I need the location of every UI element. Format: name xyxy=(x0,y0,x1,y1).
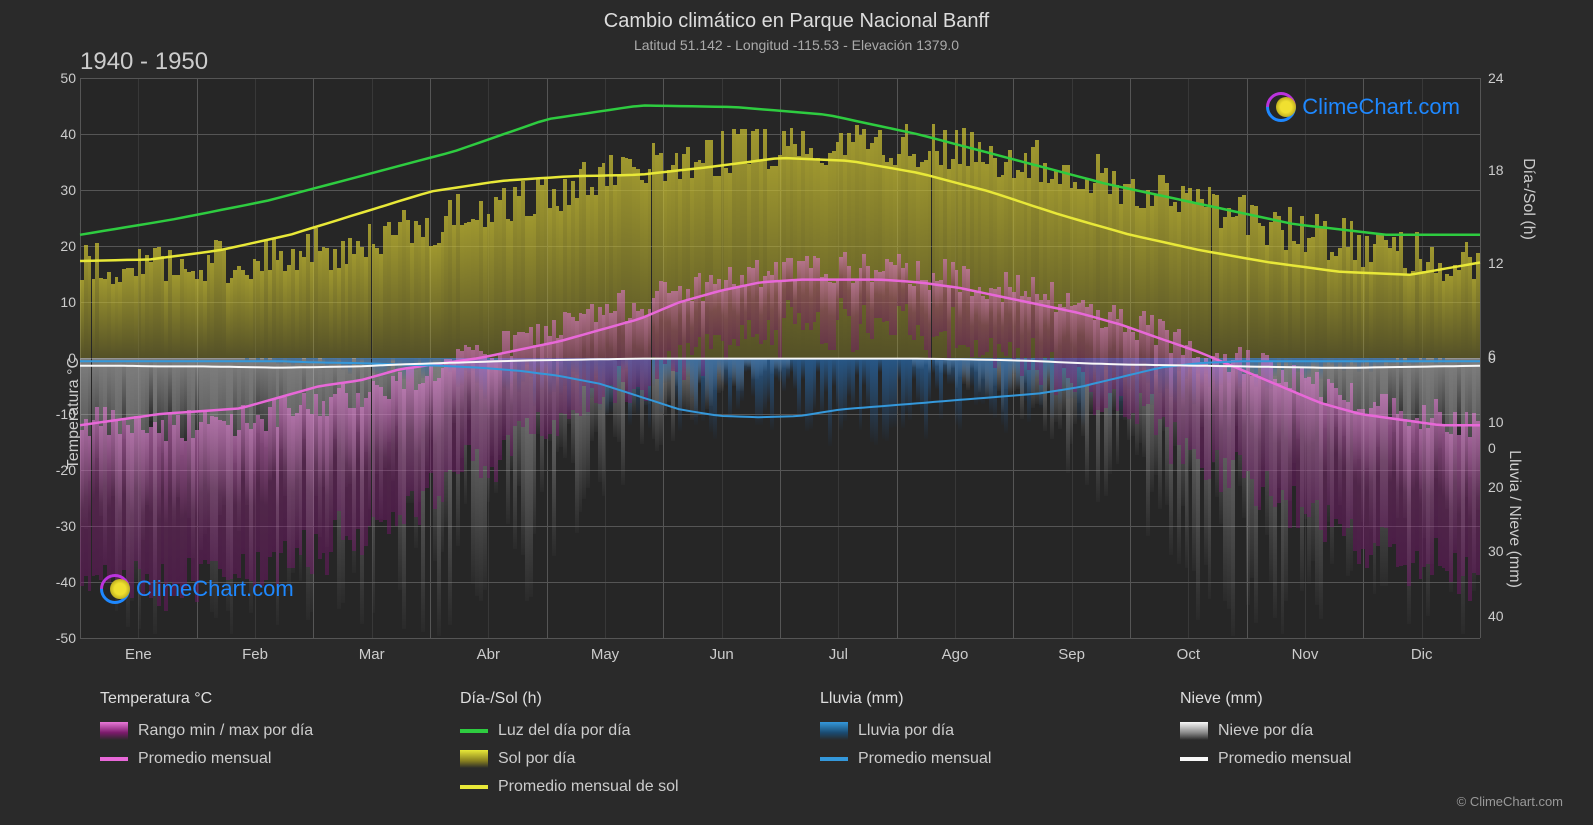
copyright: © ClimeChart.com xyxy=(1457,794,1563,809)
chart-title: Cambio climático en Parque Nacional Banf… xyxy=(0,0,1593,33)
climechart-logo-icon xyxy=(100,574,130,604)
legend-sun-avg: Promedio mensual de sol xyxy=(460,778,800,796)
chart-container: Cambio climático en Parque Nacional Banf… xyxy=(0,0,1593,825)
legend-snow-perday: Nieve por día xyxy=(1180,722,1520,740)
legend-snow-avg: Promedio mensual xyxy=(1180,750,1520,768)
legend-rain-col: Lluvia (mm) Lluvia por día Promedio mens… xyxy=(820,690,1160,796)
legend-snow-title: Nieve (mm) xyxy=(1180,690,1520,708)
logo-text: ClimeChart.com xyxy=(1302,94,1460,120)
legend-rain-title: Lluvia (mm) xyxy=(820,690,1160,708)
legend-snow-col: Nieve (mm) Nieve por día Promedio mensua… xyxy=(1180,690,1520,796)
legend-sun-perday: Sol por día xyxy=(460,750,800,768)
swatch-white-line xyxy=(1180,757,1208,761)
legend-sun-col: Día-/Sol (h) Luz del día por día Sol por… xyxy=(460,690,800,796)
swatch-pink-line xyxy=(100,757,128,761)
swatch-white-grad xyxy=(1180,722,1208,740)
chart-plot-area: ClimeChart.com ClimeChart.com xyxy=(80,78,1480,638)
chart-subtitle: Latitud 51.142 - Longitud -115.53 - Elev… xyxy=(0,33,1593,53)
swatch-pink-grad xyxy=(100,722,128,740)
climechart-logo-icon xyxy=(1266,92,1296,122)
logo-text: ClimeChart.com xyxy=(136,576,294,602)
swatch-blue-grad xyxy=(820,722,848,740)
legend-sun-title: Día-/Sol (h) xyxy=(460,690,800,708)
logo-bottom-left: ClimeChart.com xyxy=(100,574,294,604)
swatch-yellow-line xyxy=(460,785,488,789)
legend-rain-avg: Promedio mensual xyxy=(820,750,1160,768)
swatch-green-line xyxy=(460,729,488,733)
legend-rain-perday: Lluvia por día xyxy=(820,722,1160,740)
legend-temp-title: Temperatura °C xyxy=(100,690,440,708)
legend-temp-col: Temperatura °C Rango min / max por día P… xyxy=(100,690,440,796)
lines-layer xyxy=(80,78,1480,638)
swatch-yellow-grad xyxy=(460,750,488,768)
legend-sun-daylight: Luz del día por día xyxy=(460,722,800,740)
swatch-blue-line xyxy=(820,757,848,761)
legend-temp-range: Rango min / max por día xyxy=(100,722,440,740)
period-label: 1940 - 1950 xyxy=(80,48,208,76)
legend-temp-avg: Promedio mensual xyxy=(100,750,440,768)
y-axis-right-bot-label: Lluvia / Nieve (mm) xyxy=(1505,450,1523,588)
legend: Temperatura °C Rango min / max por día P… xyxy=(100,690,1520,796)
logo-top-right: ClimeChart.com xyxy=(1266,92,1460,122)
